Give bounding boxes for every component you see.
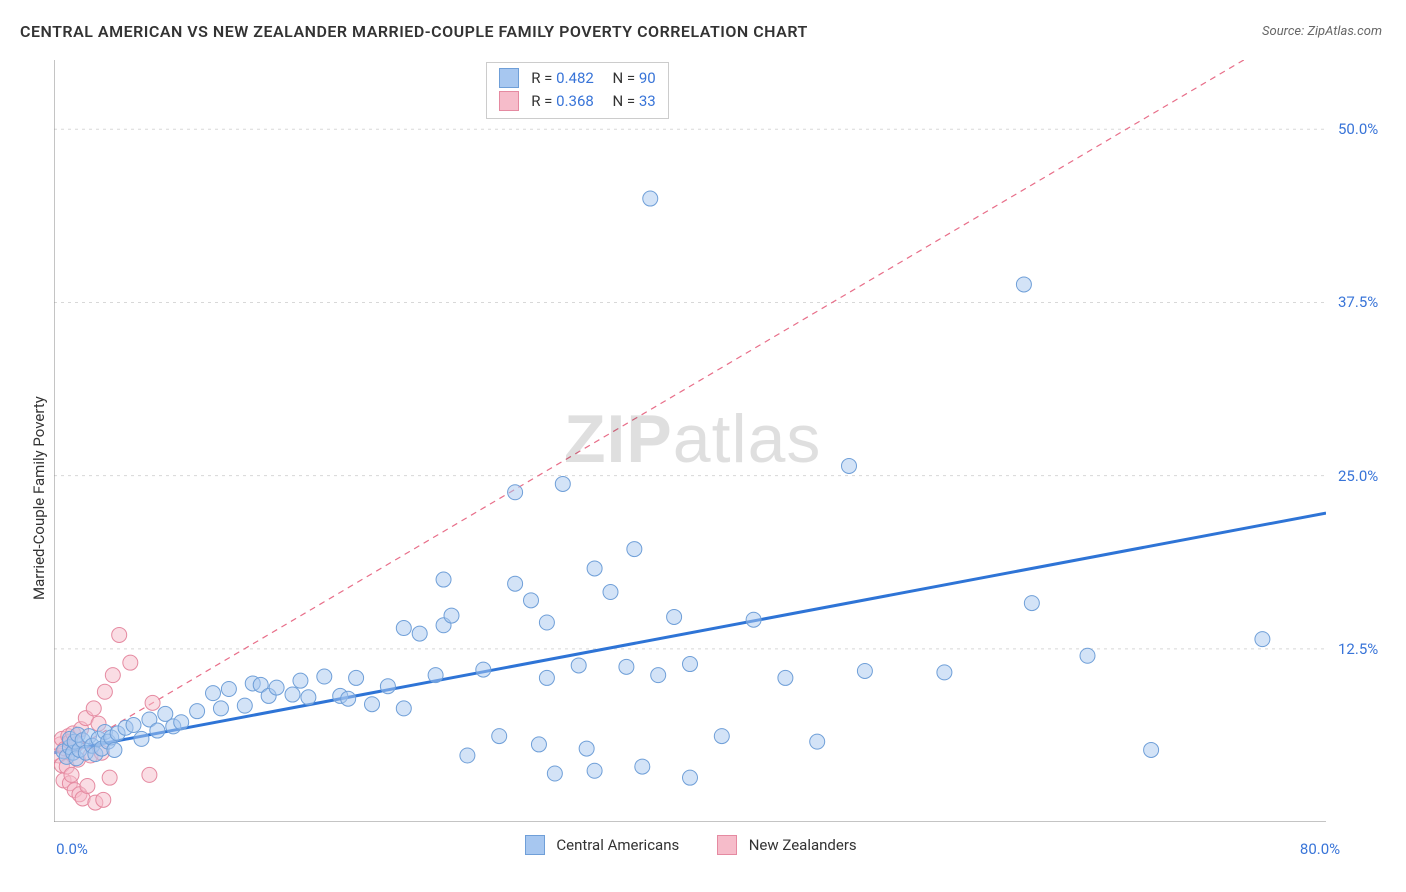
source-value: ZipAtlas.com [1307,24,1382,39]
swatch-series-b-2 [717,835,737,855]
stats-row-b: R = 0.368 N = 33 [499,90,655,113]
ytick-label: 37.5% [1338,293,1378,311]
n-label-a: N = [612,69,635,87]
ytick-label: 12.5% [1338,640,1378,658]
source-attribution: Source: ZipAtlas.com [1262,24,1382,39]
chart-title: CENTRAL AMERICAN VS NEW ZEALANDER MARRIE… [20,22,808,41]
series-legend: Central Americans New Zealanders [525,836,891,856]
legend-item-a: Central Americans [525,836,680,856]
ytick-label: 50.0% [1338,120,1378,138]
swatch-series-a [499,68,519,88]
r-label-a: R = [531,69,552,87]
r-value-b: 0.368 [556,92,594,110]
chart-svg [54,60,1326,822]
stats-legend: R = 0.482 N = 90 R = 0.368 N = 33 [486,62,668,119]
n-value-a: 90 [639,69,656,87]
swatch-series-b [499,91,519,111]
y-axis-label: Married-Couple Family Poverty [30,396,48,600]
n-value-b: 33 [639,92,656,110]
ytick-label: 25.0% [1338,467,1378,485]
source-label: Source: [1262,24,1304,39]
xtick-label: 0.0% [56,840,88,858]
series-a-name: Central Americans [556,836,679,854]
r-label-b: R = [531,92,552,110]
stats-row-a: R = 0.482 N = 90 [499,67,655,90]
series-b-name: New Zealanders [749,836,857,854]
n-label-b: N = [612,92,635,110]
plot-area: ZIPatlas [54,60,1326,822]
xtick-label: 80.0% [1300,840,1340,858]
legend-item-b: New Zealanders [717,836,857,856]
swatch-series-a-2 [525,835,545,855]
r-value-a: 0.482 [556,69,594,87]
